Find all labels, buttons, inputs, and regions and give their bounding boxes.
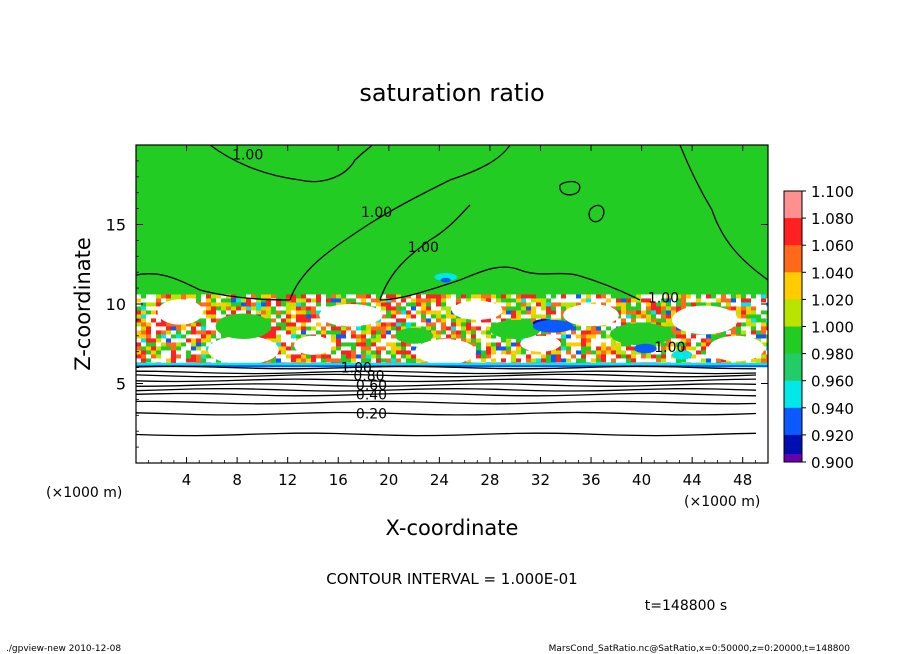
x-unit-label: (×1000 m)	[684, 494, 760, 510]
colorbar-swatch	[784, 272, 802, 300]
x-tick-label: 48	[733, 471, 752, 489]
y-tick-label: 10	[106, 295, 126, 314]
contour-label: 1.00	[408, 240, 439, 256]
colorbar-label: 0.980	[811, 346, 854, 364]
x-tick-label: 40	[632, 471, 651, 489]
cloud-layer	[136, 272, 768, 368]
colorbar-swatch	[784, 218, 802, 246]
colorbar-label: 1.040	[811, 264, 854, 282]
y-unit-label: (×1000 m)	[46, 485, 122, 501]
x-tick-label: 36	[581, 471, 600, 489]
contour-line	[136, 378, 757, 383]
x-tick-label: 28	[480, 471, 499, 489]
colorbar-label: 1.000	[811, 319, 854, 337]
contour-line	[136, 373, 757, 378]
contour-label: 0.80	[353, 369, 384, 385]
x-tick-label: 32	[531, 471, 550, 489]
contour-label: 1.00	[654, 340, 685, 356]
contour-label: 1.00	[341, 361, 372, 377]
colorbar-swatch	[784, 191, 802, 219]
x-tick-label: 12	[278, 471, 297, 489]
contour-line	[136, 370, 757, 375]
colorbar-swatch	[784, 353, 802, 382]
contour-line	[136, 400, 757, 405]
contour-line	[289, 145, 511, 301]
x-tick-label: 24	[430, 471, 449, 489]
colorbar-label: 1.020	[811, 291, 854, 309]
x-tick-label: 8	[232, 471, 242, 489]
y-tick-label: 15	[106, 216, 126, 235]
contour-line	[209, 145, 373, 183]
contour-line	[136, 432, 757, 437]
chart-title: saturation ratio	[359, 79, 544, 107]
x-tick-label: 44	[683, 471, 702, 489]
colorbar-swatch	[784, 245, 802, 273]
contour-label: 1.00	[648, 291, 679, 307]
colorbar-label: 0.940	[811, 400, 854, 418]
contour-line	[679, 145, 768, 281]
contour-label: 0.20	[356, 407, 387, 423]
contour-label: 0.40	[356, 388, 387, 404]
contour-line	[136, 365, 757, 370]
y-axis-label: Z-coordinate	[71, 237, 95, 371]
contour-line	[136, 383, 757, 387]
colorbar-swatch	[784, 299, 802, 327]
colorbar-label: 1.080	[811, 210, 854, 228]
x-axis-label: X-coordinate	[386, 516, 519, 540]
colorbar-label: 0.920	[811, 427, 854, 445]
contour-line	[379, 266, 641, 301]
colorbar-label: 0.900	[811, 454, 854, 472]
contour-line	[136, 273, 291, 301]
colorbar-swatch	[784, 454, 802, 462]
contour-line	[136, 392, 757, 397]
footer-right: MarsCond_SatRatio.nc@SatRatio,x=0:50000,…	[549, 644, 851, 654]
contour-label: 1.00	[361, 205, 392, 221]
colorbar-swatch	[784, 407, 802, 436]
time-label: t=148800 s	[645, 598, 727, 614]
contour-line	[588, 204, 605, 223]
colorbar-label: 0.960	[811, 373, 854, 391]
contour-line	[136, 411, 757, 416]
contour-interval-text: CONTOUR INTERVAL = 1.000E-01	[326, 570, 577, 588]
plot-area	[136, 145, 768, 463]
contour-label: 1.00	[232, 148, 263, 164]
contour-line	[379, 204, 471, 301]
contour-label: 0.60	[356, 378, 387, 394]
saturated-region	[136, 145, 768, 311]
contour-line	[136, 388, 757, 392]
contour-line	[559, 180, 581, 196]
footer-left: ./gpview-new 2010-12-08	[6, 644, 121, 654]
colorbar-swatch	[784, 380, 802, 409]
x-tick-label: 16	[329, 471, 348, 489]
colorbar-label: 1.100	[811, 183, 854, 201]
colorbar: 1.100 1.080 1.060 1.040 1.020 1.000 0.980 0.960…	[783, 183, 854, 472]
x-tick-label: 4	[182, 471, 192, 489]
colorbar-swatch	[784, 326, 802, 355]
y-tick-label: 5	[116, 375, 126, 394]
colorbar-label: 1.060	[811, 237, 854, 255]
x-tick-label: 20	[379, 471, 398, 489]
